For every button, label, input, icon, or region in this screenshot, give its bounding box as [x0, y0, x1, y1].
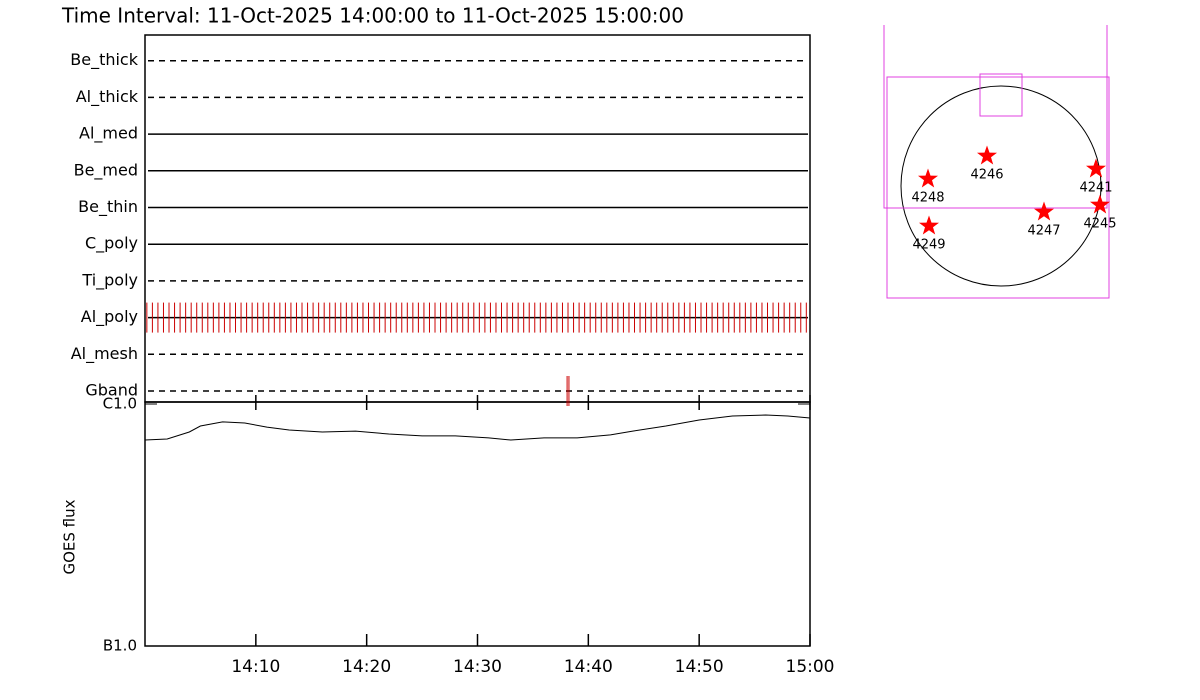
region-label: 4249 [912, 238, 945, 253]
region-star [1086, 158, 1106, 178]
filter-label: Be_thick [70, 50, 138, 70]
filter-label: Be_med [74, 160, 138, 180]
y-tick-label: B1.0 [103, 637, 137, 655]
x-tick-label: 14:50 [675, 657, 724, 677]
y-tick-label: C1.0 [103, 395, 137, 413]
region-label: 4245 [1083, 217, 1116, 232]
filter-label: Be_thin [78, 197, 138, 217]
goes-frame [144, 401, 811, 647]
region-star [918, 168, 938, 188]
filter-label: Al_thick [76, 87, 139, 107]
x-tick-label: 14:20 [342, 657, 391, 677]
fov-box [883, 25, 1108, 209]
filter-label: C_poly [85, 234, 138, 254]
filter-label: Gband [85, 380, 138, 399]
region-label: 4246 [970, 168, 1003, 183]
region-star [1090, 194, 1110, 214]
region-star [1034, 201, 1054, 221]
region-label: 4248 [911, 191, 944, 206]
region-label: 4241 [1079, 181, 1112, 196]
x-tick-label: 14:30 [453, 657, 502, 677]
filter-label: Al_mesh [71, 344, 138, 364]
region-star [919, 215, 939, 235]
region-star [977, 145, 997, 165]
x-tick-label: 15:00 [786, 657, 835, 677]
y-axis-label: GOES flux [61, 499, 79, 574]
region-label: 4247 [1027, 224, 1060, 239]
timeline-frame [144, 34, 811, 403]
x-tick-label: 14:40 [564, 657, 613, 677]
solar-disk [900, 85, 1102, 287]
x-tick-label: 14:10 [231, 657, 280, 677]
filter-label: Ti_poly [81, 270, 138, 290]
fov-box [886, 76, 1110, 299]
filter-label: Al_med [79, 124, 138, 144]
chart-title: Time Interval: 11-Oct-2025 14:00:00 to 1… [61, 4, 684, 28]
filter-label: Al_poly [81, 307, 138, 327]
goes-curve [144, 414, 811, 441]
fov-box [979, 73, 1023, 117]
